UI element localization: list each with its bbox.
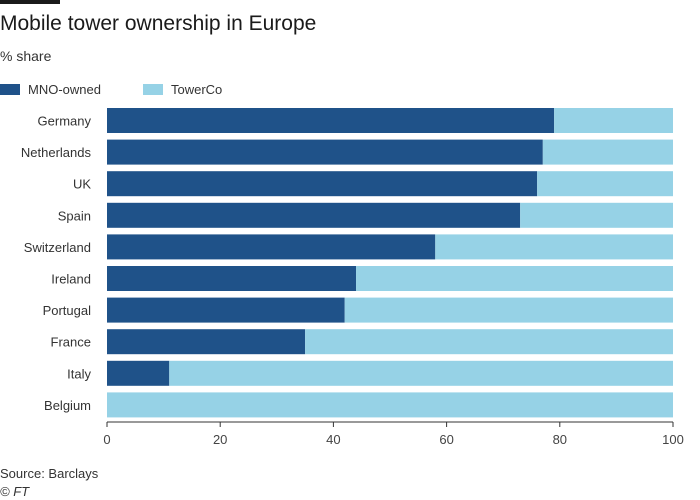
category-label-spain: Spain bbox=[58, 208, 91, 223]
x-tick-label-40: 40 bbox=[326, 432, 340, 447]
bar-mno-italy bbox=[107, 360, 170, 386]
bar-towerco-belgium bbox=[107, 392, 673, 418]
x-tick-label-80: 80 bbox=[553, 432, 567, 447]
x-tick-label-0: 0 bbox=[103, 432, 110, 447]
legend-swatch-towerco bbox=[142, 83, 163, 95]
bar-mno-portugal bbox=[107, 297, 345, 323]
category-label-ireland: Ireland bbox=[51, 272, 91, 287]
x-tick-label-20: 20 bbox=[213, 432, 227, 447]
bar-mno-switzerland bbox=[107, 234, 436, 260]
x-tick-label-100: 100 bbox=[662, 432, 684, 447]
bar-mno-germany bbox=[107, 108, 555, 133]
legend: MNO-owned TowerCo bbox=[0, 80, 264, 98]
bar-mno-netherlands bbox=[107, 139, 543, 165]
category-label-belgium: Belgium bbox=[44, 398, 91, 413]
legend-label-mno: MNO-owned bbox=[28, 81, 101, 97]
bar-towerco-uk bbox=[537, 171, 673, 197]
legend-swatch-mno bbox=[0, 83, 20, 95]
bar-towerco-portugal bbox=[344, 297, 673, 323]
bar-towerco-netherlands bbox=[542, 139, 673, 165]
bar-mno-spain bbox=[107, 202, 521, 228]
category-label-uk: UK bbox=[73, 177, 91, 192]
bar-towerco-france bbox=[305, 329, 673, 355]
legend-item-towerco: TowerCo bbox=[142, 81, 223, 97]
chart-title: Mobile tower ownership in Europe bbox=[0, 12, 317, 35]
bar-chart: Germany Netherlands UK Spain Switzerland Irel… bbox=[21, 108, 684, 447]
bar-towerco-italy bbox=[169, 360, 673, 386]
bar-mno-uk bbox=[107, 171, 538, 197]
category-label-germany: Germany bbox=[38, 114, 92, 129]
legend-label-towerco: TowerCo bbox=[170, 81, 223, 97]
category-label-france: France bbox=[51, 335, 91, 350]
bar-mno-ireland bbox=[107, 266, 357, 291]
chart-subtitle: % share bbox=[0, 48, 52, 64]
category-label-switzerland: Switzerland bbox=[24, 240, 91, 255]
category-label-portugal: Portugal bbox=[43, 303, 92, 318]
bar-towerco-germany bbox=[554, 108, 673, 133]
bar-towerco-spain bbox=[520, 202, 673, 228]
legend-item-mno: MNO-owned bbox=[0, 82, 101, 97]
bar-towerco-switzerland bbox=[435, 234, 673, 260]
category-label-netherlands: Netherlands bbox=[21, 145, 92, 160]
bar-mno-france bbox=[107, 329, 306, 355]
copyright-note: © FT bbox=[0, 484, 30, 499]
x-tick-label-60: 60 bbox=[439, 432, 453, 447]
category-label-italy: Italy bbox=[67, 366, 91, 381]
brand-bar bbox=[0, 0, 60, 4]
bar-towerco-ireland bbox=[356, 266, 673, 291]
source-note: Source: Barclays bbox=[0, 466, 99, 481]
